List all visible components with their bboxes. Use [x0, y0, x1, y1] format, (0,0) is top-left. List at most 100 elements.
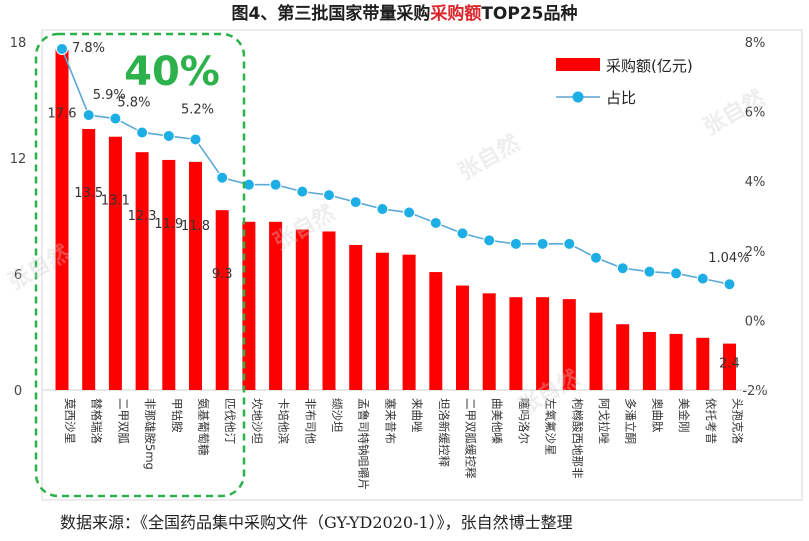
category-label: 坎地沙坦	[250, 398, 264, 444]
category-label: 非布司他	[303, 398, 317, 444]
share-point	[349, 196, 362, 209]
category-label: 缬沙坦	[330, 398, 344, 433]
share-point	[82, 109, 95, 122]
category-label: 依托考昔	[704, 398, 718, 444]
share-point	[616, 262, 629, 275]
category-label: 枸橼酸西地那非	[570, 398, 584, 479]
share-point	[109, 112, 122, 125]
share-point	[376, 203, 389, 216]
bar	[162, 159, 176, 390]
share-point	[536, 237, 549, 250]
left-tick-label: 0	[14, 384, 22, 399]
share-point	[456, 227, 469, 240]
bar	[509, 297, 523, 390]
bar	[189, 161, 202, 390]
share-point	[296, 185, 309, 198]
bar	[82, 129, 96, 390]
category-label: 匹伐他汀	[223, 398, 237, 444]
share-point	[483, 234, 496, 247]
bar	[269, 221, 283, 390]
share-point	[136, 126, 149, 139]
share-point	[696, 272, 709, 285]
category-label: 二甲双胍	[116, 398, 130, 444]
share-value-label: 5.2%	[181, 102, 214, 117]
bar-value-label: 12.3	[128, 209, 157, 224]
highlight-percent-label: 40%	[124, 49, 220, 95]
category-label: 甲钴胺	[170, 398, 184, 433]
bar-value-label: 11.8	[181, 219, 210, 234]
bar-value-label: 13.5	[74, 186, 103, 201]
share-point	[723, 278, 736, 291]
bar	[536, 297, 550, 390]
bar	[55, 49, 69, 390]
right-tick-label: 4%	[745, 175, 766, 190]
legend-line-label: 占比	[606, 89, 636, 107]
legend-line-marker	[572, 91, 584, 103]
bar	[562, 299, 576, 390]
bar	[696, 337, 710, 390]
category-label: 氨基葡萄糖	[197, 398, 211, 456]
bar	[135, 152, 149, 390]
bar-value-label: 11.9	[154, 217, 183, 232]
right-tick-label: 2%	[745, 245, 766, 260]
bar-value-label: 17.6	[48, 107, 77, 122]
title-prefix: 图4、第三批国家带量采购	[231, 4, 431, 24]
left-tick-label: 18	[10, 36, 27, 51]
category-label: 阿戈拉唑	[597, 398, 611, 444]
bar	[375, 252, 389, 390]
left-tick-label: 12	[10, 152, 27, 167]
category-label: 替格瑞洛	[90, 398, 104, 444]
share-value-label: 5.9%	[93, 88, 126, 103]
left-tick-label: 6	[14, 268, 22, 283]
category-label: 头孢克洛	[731, 398, 745, 444]
bar	[402, 254, 416, 390]
bar	[589, 312, 603, 390]
category-label: 非那雄胺5mg	[143, 398, 157, 470]
bar	[295, 229, 309, 390]
share-point	[189, 133, 202, 146]
category-label: 孟鲁司特钠咀嚼片	[357, 398, 371, 490]
share-point	[56, 42, 68, 55]
share-point	[429, 216, 442, 229]
bar	[669, 333, 683, 390]
bar-line-chart: 061218-2%0%2%4%6%8%17.613.513.112.311.91…	[10, 29, 803, 501]
legend-bar-label: 采购额(亿元)	[606, 57, 693, 75]
right-tick-label: 8%	[745, 36, 766, 51]
bar	[349, 245, 363, 390]
data-source-note: 数据来源：《全国药品集中采购文件（GY-YD2020-1）》，张自然博士整理	[60, 513, 573, 532]
share-point	[269, 178, 282, 191]
category-label: 奥曲肽	[650, 398, 664, 433]
category-label: 美金刚	[677, 398, 691, 433]
highlight-box	[34, 32, 246, 498]
share-point	[509, 237, 522, 250]
category-label: 卡培他滨	[277, 398, 291, 444]
category-label: 来曲唑	[410, 398, 424, 433]
share-point	[643, 265, 656, 278]
chart-title: 图4、第三批国家带量采购采购额TOP25品种	[0, 0, 809, 28]
category-label: 多潘立酮	[624, 398, 638, 444]
bar	[215, 210, 229, 390]
right-tick-label: -2%	[742, 384, 767, 399]
bar-value-label: 2.4	[719, 357, 740, 372]
bar	[642, 332, 656, 390]
category-label: 二甲双胍缓控释	[464, 398, 478, 479]
bar-value-label: 9.3	[212, 267, 233, 282]
share-point	[162, 129, 175, 142]
title-highlight: 采购额	[430, 4, 482, 24]
right-tick-label: 0%	[745, 314, 766, 329]
share-point	[563, 237, 576, 250]
bar	[482, 293, 496, 390]
share-value-label: 1.04%	[708, 251, 749, 266]
bar	[322, 231, 336, 390]
share-point	[403, 206, 416, 219]
category-label: 曲美他嗪	[490, 398, 504, 444]
bar	[723, 343, 736, 390]
legend-bar-swatch	[556, 58, 600, 71]
bar	[456, 285, 469, 390]
share-value-label: 5.8%	[117, 96, 150, 111]
share-point	[216, 171, 229, 184]
category-label: 莫西沙星	[63, 398, 77, 444]
bar	[108, 136, 122, 390]
share-value-label: 7.8%	[72, 41, 105, 56]
bar-value-label: 13.1	[101, 194, 130, 209]
